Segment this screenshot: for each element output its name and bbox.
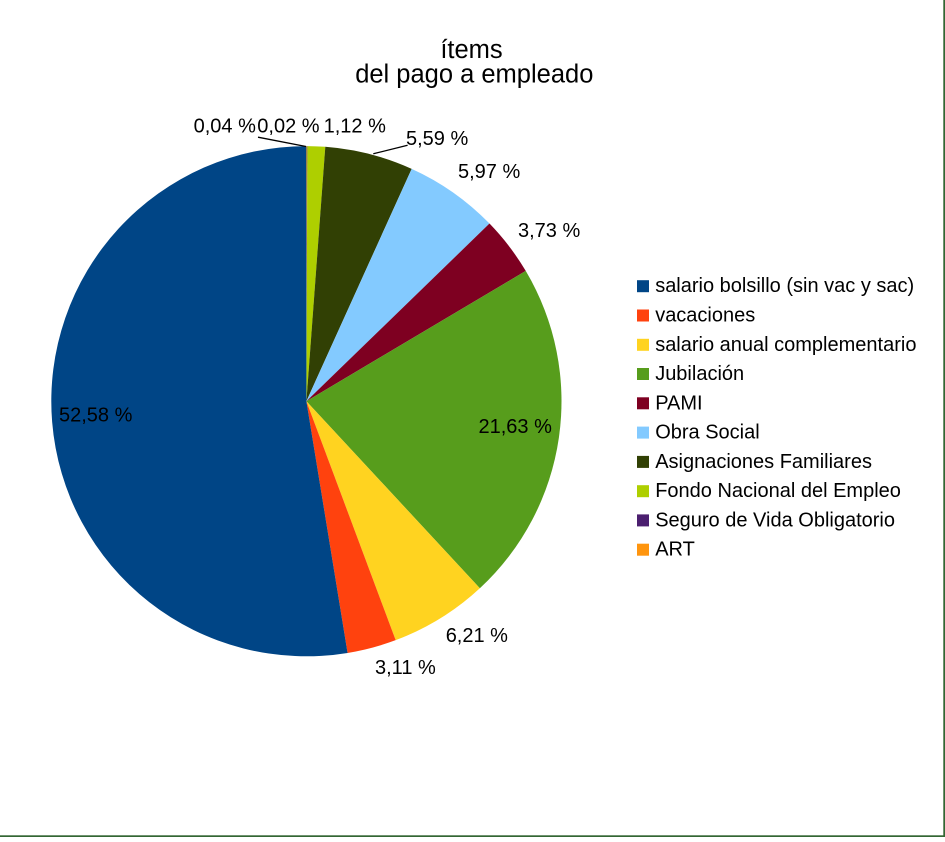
svg-text:5,97 %: 5,97 % [458, 161, 520, 183]
svg-text:0,02 %: 0,02 % [257, 116, 319, 138]
svg-text:6,21 %: 6,21 % [446, 625, 508, 647]
svg-text:Fondo Nacional del Empleo: Fondo Nacional del Empleo [655, 480, 901, 502]
svg-text:Obra Social: Obra Social [655, 422, 760, 444]
svg-text:PAMI: PAMI [655, 392, 702, 414]
svg-text:Jubilación: Jubilación [655, 363, 744, 385]
svg-text:del pago a empleado: del pago a empleado [355, 60, 593, 88]
svg-text:salario anual complementario: salario anual complementario [655, 334, 916, 356]
svg-text:Asignaciones Familiares: Asignaciones Familiares [655, 451, 872, 473]
svg-text:salario bolsillo (sin vac y sa: salario bolsillo (sin vac y sac) [655, 275, 914, 297]
svg-text:21,63 %: 21,63 % [479, 416, 553, 438]
svg-text:0,04 %: 0,04 % [194, 116, 256, 138]
svg-text:Seguro de Vida Obligatorio: Seguro de Vida Obligatorio [655, 509, 895, 531]
svg-text:52,58 %: 52,58 % [59, 405, 133, 427]
svg-text:3,11 %: 3,11 % [375, 657, 436, 679]
svg-text:3,73 %: 3,73 % [518, 220, 580, 242]
svg-text:5,59 %: 5,59 % [406, 128, 468, 150]
svg-text:ítems: ítems [440, 36, 502, 64]
svg-text:vacaciones: vacaciones [655, 305, 755, 327]
svg-text:ART: ART [655, 539, 695, 561]
svg-text:1,12 %: 1,12 % [324, 116, 386, 138]
